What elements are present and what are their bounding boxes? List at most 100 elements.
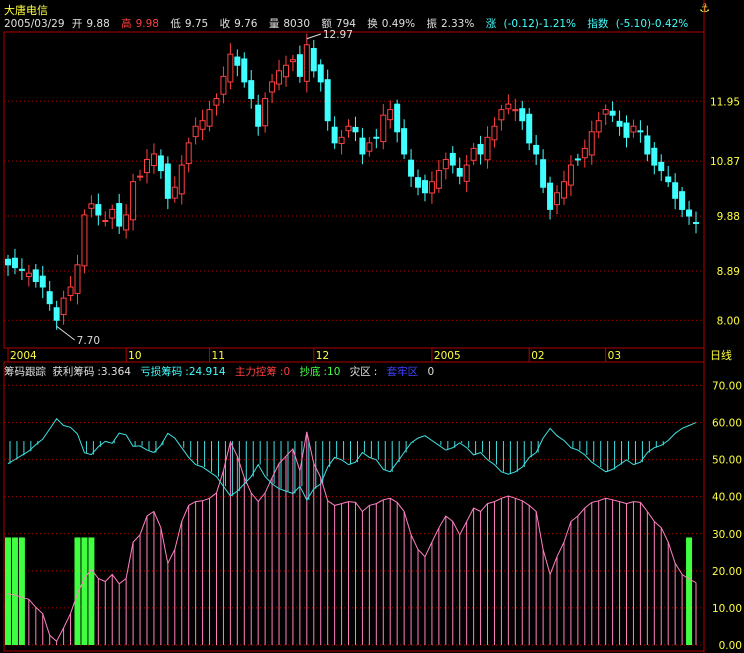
candle-body [5, 258, 11, 266]
candle-body [171, 186, 178, 199]
candle-body [644, 135, 651, 155]
period-label[interactable]: 日线 [710, 348, 732, 362]
candle-body [435, 170, 442, 189]
candle-body [415, 177, 422, 188]
candle-body [88, 203, 95, 209]
candle-body [567, 164, 574, 186]
candle-body [164, 163, 171, 199]
candle-body [672, 182, 679, 199]
candle-body [651, 147, 658, 166]
candle-body [477, 143, 484, 155]
trapped-label: 套牢区 [386, 366, 419, 378]
candle-body [442, 159, 449, 170]
candle-body [560, 181, 567, 199]
candle-body [449, 152, 456, 166]
candle-body [602, 109, 609, 115]
indicator-legend: 筹码跟踪 获利筹码:3.364 亏损筹码:24.914 主力控筹:0 抄底:10… [4, 364, 437, 379]
candle-body [428, 181, 435, 194]
price-panel-frame [3, 31, 705, 349]
candle-body [609, 110, 616, 116]
candle-body [262, 98, 269, 127]
candle-body [123, 214, 130, 231]
candle-body [533, 144, 540, 155]
quote-info-bar: 2005/03/29 开 9.88 高 9.98 低 9.75 收 9.76 量 8030… [4, 16, 696, 31]
candle-body [310, 47, 317, 72]
control-label: 主力控筹 [234, 366, 277, 378]
candle-body [380, 114, 387, 143]
bottom-signal-bar [5, 537, 11, 645]
candle-body [637, 130, 644, 133]
index-value: (-5.10)-0.42% [615, 18, 689, 30]
anchor-icon[interactable]: ⚓ [699, 1, 710, 15]
candle-body [679, 191, 686, 210]
candle-body [32, 269, 39, 282]
loss-value: :24.914 [185, 366, 226, 378]
candle-body [470, 147, 477, 161]
candle-body [11, 257, 18, 269]
date-tick-label: 12 [316, 350, 329, 362]
candle-body [338, 136, 345, 144]
profit-value: :3.364 [97, 366, 131, 378]
candle-body [401, 128, 408, 155]
candle-body [269, 81, 276, 93]
candle-body [512, 109, 519, 112]
candle-body [25, 272, 32, 278]
bottom-signal-bar [88, 537, 95, 645]
candle-body [46, 291, 53, 305]
change-value: (-0.12)-1.21% [503, 18, 577, 30]
candle-body [53, 307, 60, 321]
high-label: 高 [121, 18, 132, 30]
open-value: 9.88 [86, 18, 110, 30]
bottom-label: 抄底 [299, 366, 321, 378]
price-tick-label: 9.88 [717, 211, 740, 223]
turnover-value: 0.49% [381, 18, 416, 30]
candle-body [665, 176, 672, 183]
candle-body [491, 125, 498, 141]
candle-body [109, 208, 116, 219]
candle-body [199, 120, 206, 130]
candle-body [317, 64, 324, 83]
candle-body [331, 126, 338, 144]
indicator-tick-label: 10.00 [712, 603, 742, 615]
price-tick-label: 11.95 [710, 96, 740, 108]
candle-body [60, 297, 67, 316]
candle-body [526, 113, 533, 144]
date-tick-label: 10 [128, 350, 141, 362]
candle-body [248, 80, 255, 100]
candle-body [595, 120, 602, 133]
candle-body [554, 192, 561, 206]
candle-body [74, 264, 81, 294]
turnover-label: 换 [367, 18, 378, 30]
quote-date: 2005/03/29 [4, 18, 65, 30]
candle-body [220, 75, 227, 95]
indicator-tick-label: 20.00 [712, 566, 742, 578]
indicator-name: 筹码跟踪 [4, 366, 46, 378]
candle-body [387, 109, 394, 121]
candle-body [498, 109, 505, 121]
bottom-signal-bar [74, 537, 81, 645]
disaster-value: : [373, 366, 378, 378]
amount-value: 794 [335, 18, 356, 30]
profit-line [7, 431, 697, 643]
candle-body [408, 159, 415, 177]
date-tick-label: 03 [608, 350, 621, 362]
amplitude-value: 2.33% [440, 18, 475, 30]
candle-body [352, 126, 359, 133]
candle-body [255, 104, 262, 127]
candle-body [658, 161, 665, 172]
price-tick-label: 10.87 [710, 156, 740, 168]
candle-body [18, 268, 25, 271]
indicator-tick-label: 60.00 [712, 418, 742, 430]
close-label: 收 [219, 18, 231, 30]
candle-body [178, 164, 185, 195]
candle-body [102, 219, 109, 222]
date-tick-label: 11 [212, 350, 225, 362]
candle-body [143, 159, 150, 174]
profit-label: 获利筹码 [52, 366, 95, 378]
indicator-tick-label: 50.00 [712, 455, 742, 467]
open-label: 开 [71, 18, 83, 30]
high-marker-line [306, 33, 321, 40]
candle-body [394, 103, 401, 133]
